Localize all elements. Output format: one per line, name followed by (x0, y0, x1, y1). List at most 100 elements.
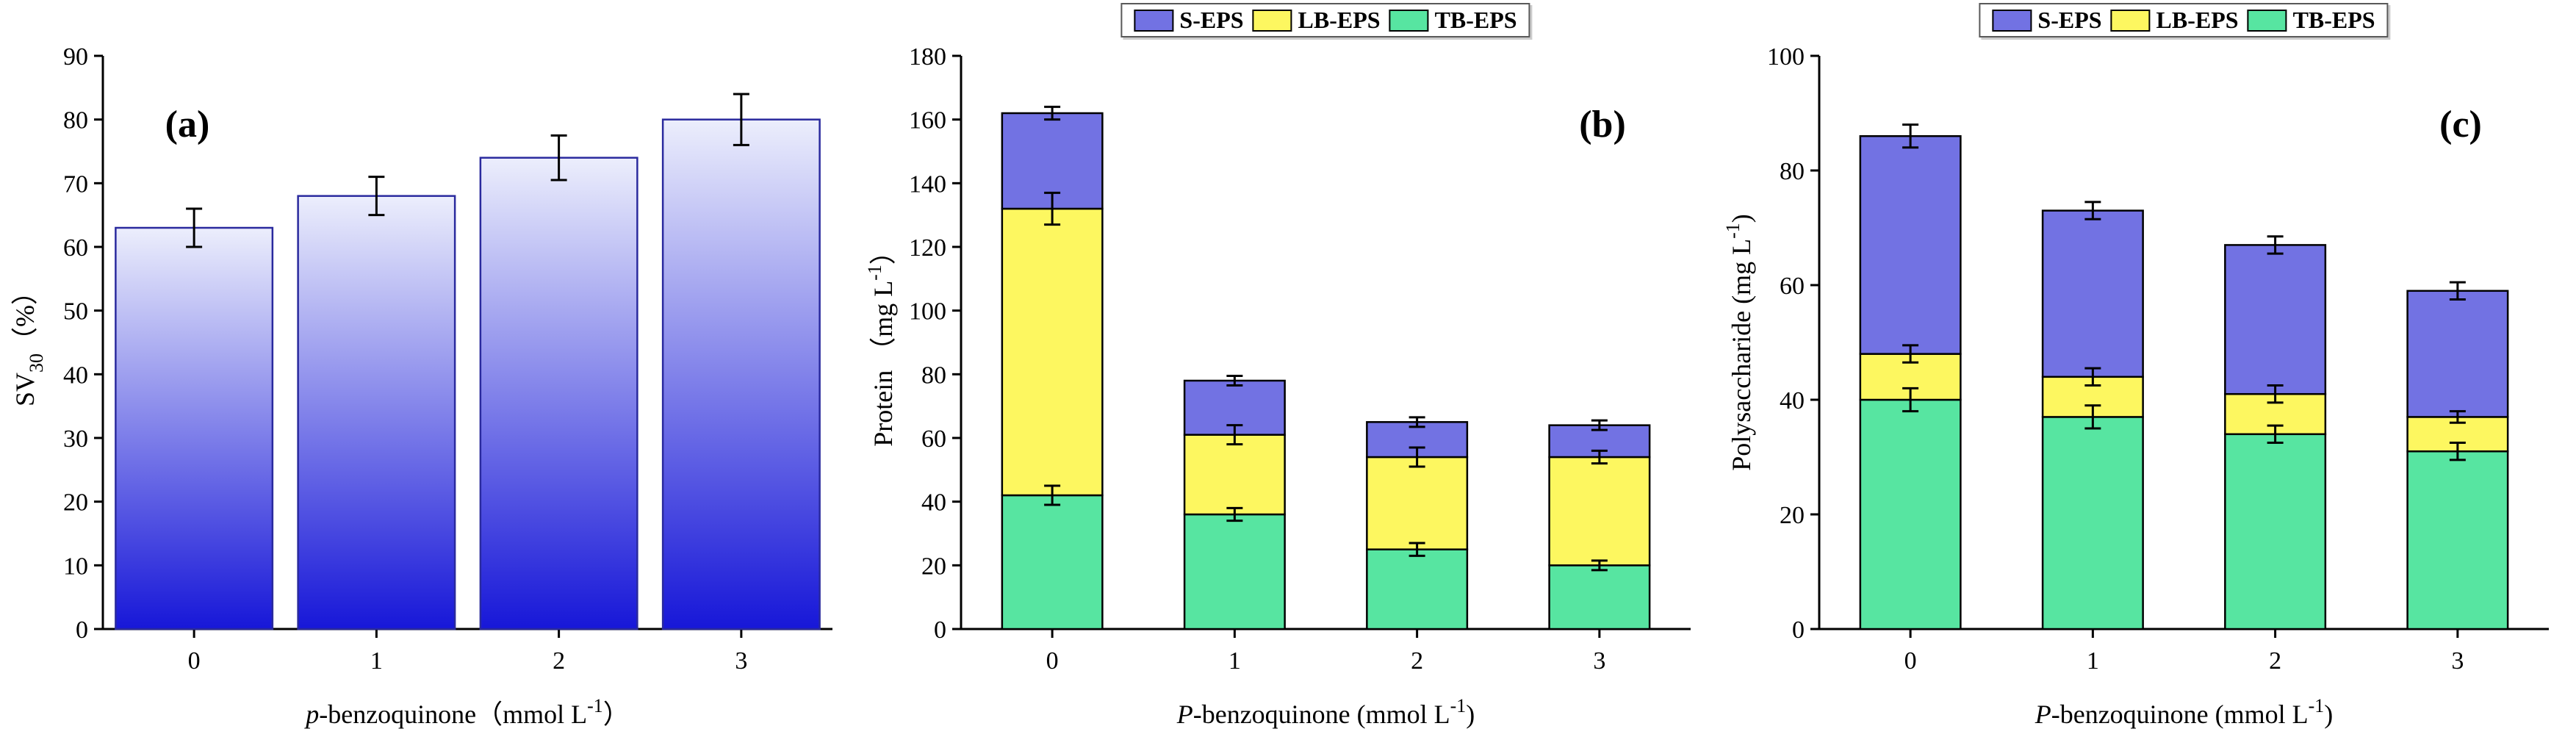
bar-segment-s-eps (2041, 209, 2144, 378)
bar-segment-tb-eps (1183, 513, 1286, 630)
bars (1859, 134, 2509, 630)
y-tick-label: 40 (921, 489, 946, 517)
error-bars (1902, 123, 2466, 461)
y-tick-label: 20 (1780, 502, 1805, 529)
bar-segment-tb-eps (1548, 564, 1651, 630)
chart-sv30: 0 10 20 30 40 50 60 70 80 90 0 1 2 3 (a) SV30（%） p-benzo… (0, 4, 858, 747)
legend-swatch-s-eps (1992, 9, 2032, 32)
y-tick-label: 30 (63, 425, 88, 453)
bar-segment-tb-eps (2406, 450, 2509, 630)
chart-svg: 0 20 40 60 80 100 0 1 2 3 (c) Polysaccharide (mg L-… (1722, 43, 2549, 729)
bar-segment-s-eps (2224, 244, 2327, 395)
y-tick-label: 20 (63, 489, 88, 517)
legend-item-tb-eps: TB-EPS (2247, 7, 2375, 34)
legend-label: LB-EPS (1298, 7, 1381, 33)
bar-segment-s-eps (1859, 134, 1962, 355)
error-bars (186, 93, 749, 248)
bar (297, 195, 456, 630)
y-tick-label: 60 (921, 425, 946, 453)
y-tick-label: 140 (909, 170, 946, 198)
y-tick-label: 0 (76, 617, 88, 644)
legend-item-lb-eps: LB-EPS (2110, 7, 2239, 34)
y-tick-label: 160 (909, 107, 946, 134)
legend-swatch-tb-eps (2247, 9, 2287, 32)
x-tick-label: 2 (2269, 647, 2281, 675)
x-tick-label: 0 (188, 647, 201, 675)
panel-label: (a) (165, 104, 210, 145)
error-bars (1044, 105, 1608, 572)
bar-segment-lb-eps (1001, 207, 1104, 497)
bar (479, 157, 638, 630)
panel-c: S-EPS LB-EPS TB-EPS 0 20 40 60 80 100 0 1 2 3 (c) Pol… (1716, 0, 2575, 751)
y-ticks: 0 10 20 30 40 50 60 70 80 90 (63, 43, 103, 644)
legend-swatch-lb-eps (1252, 9, 1292, 32)
x-tick-label: 1 (2087, 647, 2099, 675)
panel-b: S-EPS LB-EPS TB-EPS 0 20 40 60 80 100 120 140 160 1… (858, 0, 1716, 751)
legend-label: S-EPS (2037, 7, 2102, 33)
x-tick-label: 1 (370, 647, 383, 675)
bar-segment-tb-eps (1001, 494, 1104, 630)
bar (661, 118, 821, 630)
legend-swatch-s-eps (1134, 9, 1174, 32)
x-axis-title: P-benzoquinone (mmol L-1) (2034, 695, 2334, 729)
y-tick-label: 70 (63, 170, 88, 198)
legend-protein: S-EPS LB-EPS TB-EPS (1120, 3, 1530, 37)
chart-svg: 0 20 40 60 80 100 120 140 160 180 0 1 2 3 (b) Protein （… (864, 43, 1691, 729)
legend-label: TB-EPS (2292, 7, 2375, 33)
legend-swatch-lb-eps (2110, 9, 2151, 32)
panel-a: 0 10 20 30 40 50 60 70 80 90 0 1 2 3 (a) SV30（%） p-benzo… (0, 0, 858, 751)
bar (115, 226, 274, 630)
legend-swatch-tb-eps (1389, 9, 1429, 32)
y-ticks: 0 20 40 60 80 100 (1767, 43, 1819, 644)
bar-segment-tb-eps (1366, 548, 1469, 630)
x-tick-label: 2 (553, 647, 565, 675)
chart-protein: 0 20 40 60 80 100 120 140 160 180 0 1 2 3 (b) Protein （… (858, 4, 1716, 747)
y-tick-label: 90 (63, 43, 88, 71)
x-ticks: 0 1 2 3 (1046, 629, 1605, 675)
x-tick-label: 3 (735, 647, 747, 675)
x-tick-label: 0 (1904, 647, 1917, 675)
y-axis-title: Protein （mg L-1） (864, 238, 898, 447)
legend-item-lb-eps: LB-EPS (1252, 7, 1381, 34)
y-tick-label: 60 (1780, 273, 1805, 300)
y-tick-label: 40 (63, 362, 88, 389)
bar-segment-lb-eps (1183, 434, 1286, 516)
x-axis-title: P-benzoquinone (mmol L-1) (1176, 695, 1475, 729)
x-tick-label: 1 (1228, 647, 1241, 675)
legend-label: S-EPS (1179, 7, 1244, 33)
y-tick-label: 0 (1792, 617, 1805, 644)
bars (1001, 112, 1651, 630)
panel-label: (b) (1579, 104, 1626, 145)
y-ticks: 0 20 40 60 80 100 120 140 160 180 (909, 43, 961, 644)
x-ticks: 0 1 2 3 (1904, 629, 2464, 675)
y-tick-label: 20 (921, 553, 946, 580)
y-tick-label: 80 (1780, 158, 1805, 185)
legend-label: TB-EPS (1434, 7, 1517, 33)
x-axis-title: p-benzoquinone（mmol L-1） (303, 695, 630, 729)
x-tick-label: 3 (2451, 647, 2464, 675)
chart-svg: 0 10 20 30 40 50 60 70 80 90 0 1 2 3 (a) SV30（%） p-benzo… (10, 43, 832, 729)
x-ticks: 0 1 2 3 (188, 629, 747, 675)
y-tick-label: 10 (63, 553, 88, 580)
y-tick-label: 100 (909, 298, 946, 326)
bar-segment-tb-eps (1859, 398, 1962, 630)
legend-polysaccharide: S-EPS LB-EPS TB-EPS (1979, 3, 2389, 37)
y-tick-label: 80 (921, 362, 946, 389)
y-tick-label: 100 (1767, 43, 1805, 71)
x-tick-label: 0 (1046, 647, 1059, 675)
y-tick-label: 180 (909, 43, 946, 71)
legend-item-s-eps: S-EPS (1134, 7, 1244, 34)
bars (115, 118, 821, 630)
x-tick-label: 2 (1411, 647, 1423, 675)
bar-segment-lb-eps (1366, 456, 1469, 550)
y-tick-label: 120 (909, 234, 946, 262)
legend-item-s-eps: S-EPS (1992, 7, 2102, 34)
y-tick-label: 0 (934, 617, 946, 644)
bar-segment-lb-eps (1548, 456, 1651, 567)
y-axis-title: Polysaccharide (mg L-1) (1722, 214, 1756, 471)
y-tick-label: 80 (63, 107, 88, 134)
panel-label: (c) (2439, 104, 2482, 145)
bar-segment-tb-eps (2224, 433, 2327, 630)
x-tick-label: 3 (1593, 647, 1605, 675)
y-tick-label: 40 (1780, 387, 1805, 414)
